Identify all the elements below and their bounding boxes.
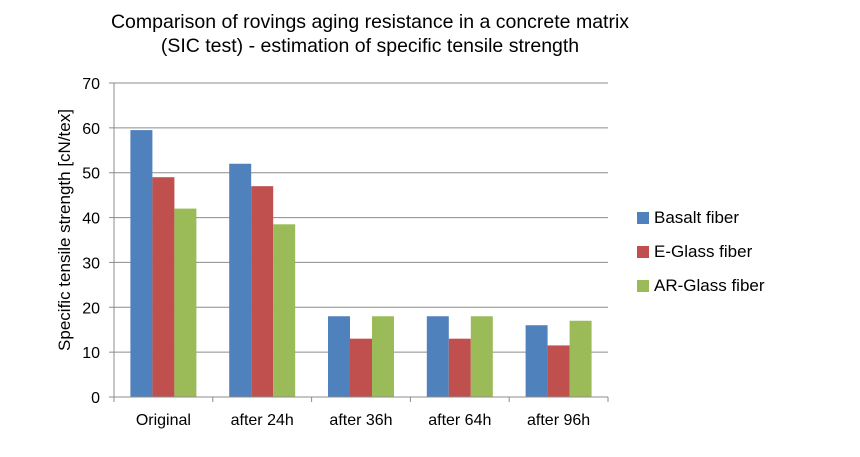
bar-basalt-fiber-2 [229, 163, 252, 397]
bar-ar-glass-fiber-5 [569, 320, 592, 397]
bar-e-glass-fiber-1 [152, 177, 175, 397]
bar-ar-glass-fiber-2 [273, 224, 296, 397]
legend-item: E-Glass fiber [637, 242, 765, 262]
legend-item: AR-Glass fiber [637, 276, 765, 296]
x-tick-label: after 96h [527, 412, 590, 429]
x-tick-labels: Original after 24h after 36h after 64h after… [136, 412, 590, 429]
bar-basalt-fiber-5 [525, 325, 548, 397]
legend-label: Basalt fiber [654, 208, 740, 227]
y-tick-label: 20 [82, 300, 100, 317]
y-tick-label: 70 [82, 76, 100, 93]
bars [130, 130, 592, 397]
y-tick-label: 10 [82, 345, 100, 362]
y-axis-label: Specific tensile strength [cN/tex] [55, 109, 74, 351]
legend-label: AR-Glass fiber [654, 276, 765, 295]
bar-basalt-fiber-1 [130, 130, 153, 397]
bar-e-glass-fiber-5 [547, 345, 570, 397]
bar-e-glass-fiber-4 [448, 338, 471, 397]
bar-basalt-fiber-3 [328, 316, 350, 397]
bar-e-glass-fiber-3 [350, 338, 372, 397]
bar-ar-glass-fiber-3 [372, 316, 394, 397]
chart-title-line-2: (SIC test) - estimation of specific tens… [160, 35, 580, 57]
bar-basalt-fiber-4 [426, 316, 449, 397]
y-tick-label: 40 [82, 211, 100, 228]
y-tick-label: 60 [82, 121, 100, 138]
legend-item: Basalt fiber [637, 208, 765, 228]
y-tick-label: 0 [91, 390, 100, 407]
axes [109, 83, 609, 402]
y-tick-label: 50 [82, 166, 100, 183]
legend-label: E-Glass fiber [654, 242, 753, 261]
chart-title: Comparison of rovings aging resistance i… [60, 10, 680, 58]
bar-ar-glass-fiber-1 [174, 208, 197, 397]
legend-swatch [637, 280, 649, 292]
legend-swatch [637, 246, 649, 258]
x-tick-label: after 24h [231, 412, 294, 429]
x-tick-label: after 36h [329, 412, 392, 429]
x-tick-label: Original [136, 412, 191, 429]
bar-ar-glass-fiber-4 [470, 316, 493, 397]
chart-title-line-1: Comparison of rovings aging resistance i… [110, 11, 630, 33]
y-tick-label: 30 [82, 255, 100, 272]
x-tick-label: after 64h [428, 412, 491, 429]
y-tick-labels: 0 10 20 30 40 50 60 70 [82, 76, 100, 407]
legend: Basalt fiber E-Glass fiber AR-Glass fiber [637, 208, 765, 310]
legend-swatch [637, 212, 649, 224]
bar-e-glass-fiber-2 [251, 186, 274, 397]
